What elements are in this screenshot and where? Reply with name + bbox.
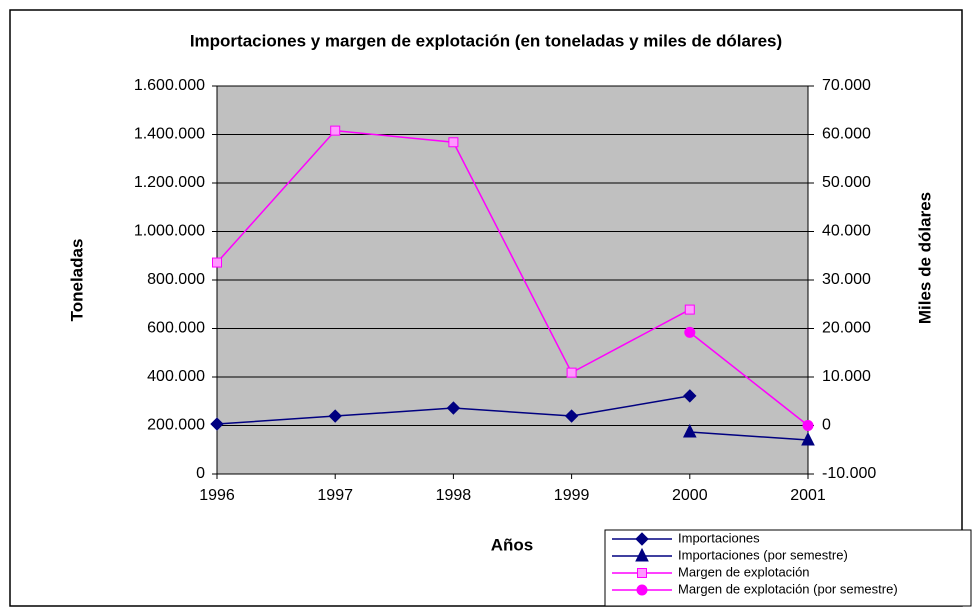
marker xyxy=(212,257,222,268)
y-tick-label: 400.000 xyxy=(147,368,205,385)
legend-box xyxy=(604,529,972,607)
marker xyxy=(802,420,814,431)
marker xyxy=(446,401,461,415)
y2-tick-label: 0 xyxy=(822,417,831,434)
marker xyxy=(210,417,224,431)
y2-tick-label: 10.000 xyxy=(822,368,871,385)
legend-label: Importaciones (por semestre) xyxy=(678,547,848,562)
legend-label: Margen de explotación (por semestre) xyxy=(678,581,898,596)
marker xyxy=(635,532,649,546)
y2-tick-label: 20.000 xyxy=(822,320,871,337)
chart-title: Importaciones y margen de explotación (e… xyxy=(190,31,782,50)
legend-label: Margen de explotación xyxy=(678,564,810,579)
y-tick-label: 1.000.000 xyxy=(134,223,205,240)
y-tick-label: 600.000 xyxy=(147,320,205,337)
x-tick-label: 1999 xyxy=(554,487,590,504)
x-axis-title: Años xyxy=(491,535,534,554)
marker xyxy=(566,367,577,378)
y2-tick-label: 40.000 xyxy=(822,223,871,240)
marker xyxy=(683,389,697,403)
marker xyxy=(684,304,695,315)
y2-tick-label: 30.000 xyxy=(822,271,871,288)
x-tick-label: 2001 xyxy=(790,487,826,504)
x-tick-label: 2000 xyxy=(672,487,708,504)
marker xyxy=(448,137,459,148)
legend-label: Importaciones xyxy=(678,530,760,545)
legend: Importaciones Importaciones (por semestre… xyxy=(604,529,972,607)
x-tick-label: 1997 xyxy=(317,487,353,504)
y-tick-label: 1.600.000 xyxy=(134,77,205,94)
y-axis-title: Toneladas xyxy=(67,239,86,322)
marker xyxy=(564,409,579,423)
x-tick-label: 1998 xyxy=(436,487,472,504)
marker xyxy=(636,584,648,596)
y2-tick-label: 50.000 xyxy=(822,174,871,191)
y2-tick-label: 70.000 xyxy=(822,77,871,94)
series-line xyxy=(689,431,809,441)
y2-tick-label: 60.000 xyxy=(822,126,871,143)
marker xyxy=(330,125,341,136)
y-tick-label: 200.000 xyxy=(147,417,205,434)
y2-tick-label: -10.000 xyxy=(822,465,876,482)
y-tick-label: 800.000 xyxy=(147,271,205,288)
marker xyxy=(635,547,649,562)
marker xyxy=(328,409,342,423)
marker xyxy=(637,568,647,578)
series-line xyxy=(689,331,809,427)
marker xyxy=(801,431,815,446)
y-tick-label: 1.400.000 xyxy=(134,126,205,143)
y-tick-label: 1.200.000 xyxy=(134,174,205,191)
marker xyxy=(684,326,696,338)
y-tick-label: 0 xyxy=(196,465,205,482)
y2-axis-title: Miles de dólares xyxy=(915,192,934,324)
marker xyxy=(682,423,697,438)
x-tick-label: 1996 xyxy=(199,487,235,504)
